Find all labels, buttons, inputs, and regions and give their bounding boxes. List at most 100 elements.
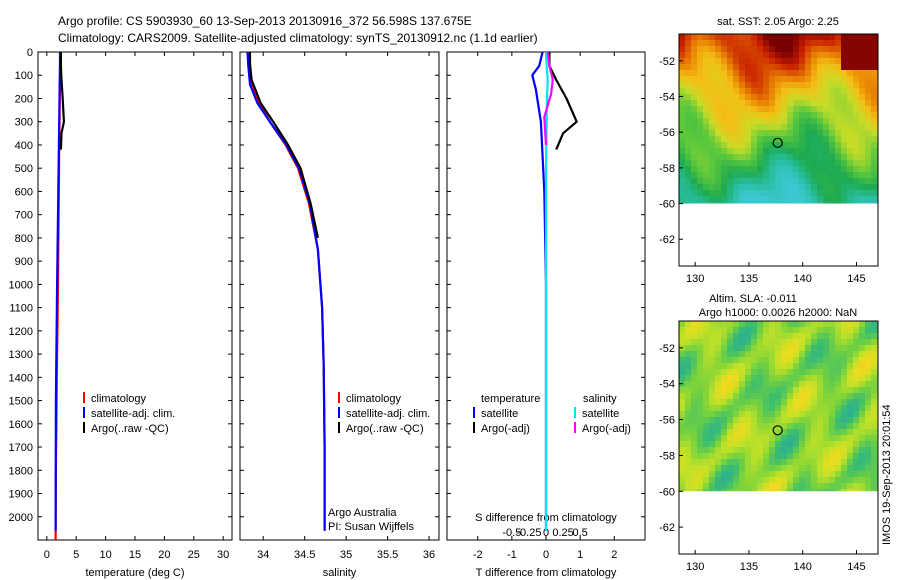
sla-grid-cell [781,339,787,345]
sst-grid-cell [739,46,745,52]
depth-tick-label: 1000 [9,279,33,291]
sla-grid-cell [757,339,763,345]
sla-grid-cell [787,351,793,357]
sst-grid-cell [865,52,871,58]
sst-grid-cell [847,76,853,82]
sst-grid-cell [679,142,685,148]
sst-grid-cell [733,46,739,52]
sst-grid-cell [835,82,841,88]
sst-grid-cell [793,94,799,100]
sla-grid-cell [703,465,709,471]
sla-map-frame [678,320,879,555]
sla-grid-cell [871,351,877,357]
sla-grid-cell [715,453,721,459]
depth-tick-label: 1900 [9,489,33,501]
sla-grid-cell [805,477,811,483]
sla-grid-cell [781,477,787,483]
sla-grid-cell [727,369,733,375]
sst-grid-cell [871,130,877,136]
sla-grid-cell [775,483,781,489]
sla-grid-cell [685,441,691,447]
sst-grid-cell [865,190,871,196]
sla-grid-cell [769,447,775,453]
sla-grid-cell [787,417,793,423]
sla-grid-cell [805,399,811,405]
sla-grid-cell [811,423,817,429]
sst-grid-cell [691,172,697,178]
sst-grid-cell [811,166,817,172]
sst-grid-cell [781,142,787,148]
sst-grid-cell [805,172,811,178]
sla-grid-cell [721,351,727,357]
sla-grid-cell [721,357,727,363]
sst-grid-cell [841,112,847,118]
sst-grid-cell [751,154,757,160]
sla-grid-cell [733,477,739,483]
sst-grid-cell [781,202,787,204]
sla-grid-cell [745,477,751,483]
sla-grid-cell [811,447,817,453]
sst-grid-cell [823,124,829,130]
sla-grid-cell [817,351,823,357]
sla-grid-cell [829,489,835,492]
sla-grid-cell [781,483,787,489]
sst-grid-cell [775,190,781,196]
sla-grid-cell [757,375,763,381]
sst-grid-cell [835,70,841,76]
sla-grid-cell [715,387,721,393]
sla-grid-cell [841,459,847,465]
sla-grid-cell [841,483,847,489]
sst-grid-cell [739,88,745,94]
sst-grid-cell [799,190,805,196]
sst-grid-cell [787,160,793,166]
sdiff-tick-label: 0 [543,527,549,539]
sla-grid-cell [793,429,799,435]
sla-grid-cell [853,327,859,333]
sst-grid-cell [697,52,703,58]
sst-grid-cell [775,58,781,64]
sst-grid-cell [727,76,733,82]
sla-grid-cell [799,423,805,429]
figure-title-line2: Climatology: CARS2009. Satellite-adjuste… [58,31,538,45]
sst-grid-cell [745,190,751,196]
sla-grid-cell [871,411,877,417]
temp-axes-frame [37,51,233,541]
sla-grid-cell [757,435,763,441]
sla-grid-cell [697,411,703,417]
sst-grid-cell [781,46,787,52]
sla-grid-cell [853,459,859,465]
sla-grid-cell [847,333,853,339]
sla-grid-cell [859,339,865,345]
sla-grid-cell [835,423,841,429]
sla-grid-cell [733,471,739,477]
sla-grid-cell [829,393,835,399]
sla-grid-cell [823,477,829,483]
sla-grid-cell [829,417,835,423]
sst-grid-cell [787,196,793,202]
sst-grid-cell [685,34,691,40]
sst-grid-cell [841,82,847,88]
sst-grid-cell [781,82,787,88]
sla-grid-cell [739,339,745,345]
sla-grid-cell [679,399,685,405]
sst-grid-cell [685,40,691,46]
sla-grid-cell [679,339,685,345]
sst-grid-cell [793,172,799,178]
sst-grid-cell [691,190,697,196]
sla-grid-cell [787,435,793,441]
sst-grid-cell [733,106,739,112]
sla-grid-cell [799,471,805,477]
sst-grid-cell [829,124,835,130]
sla-grid-cell [739,471,745,477]
sst-grid-cell [733,70,739,76]
sla-grid-cell [847,477,853,483]
sla-grid-cell [697,393,703,399]
sla-grid-cell [865,369,871,375]
sla-grid-cell [871,471,877,477]
sst-grid-cell [727,160,733,166]
sst-grid-cell [745,112,751,118]
sla-grid-cell [805,381,811,387]
sst-grid-cell [763,136,769,142]
sst-grid-cell [715,202,721,204]
sst-grid-cell [685,154,691,160]
